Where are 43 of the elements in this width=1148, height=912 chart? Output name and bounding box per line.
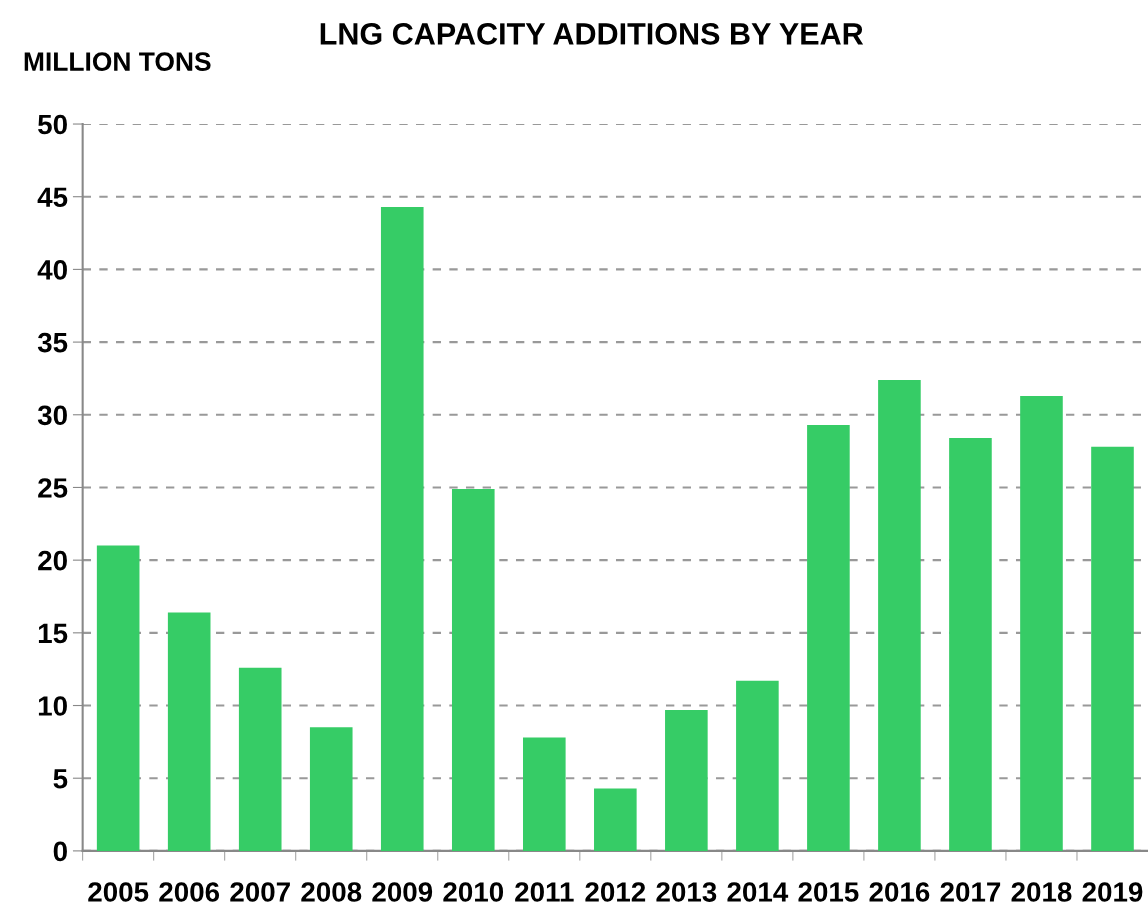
y-tick-label: 45 <box>37 187 68 208</box>
y-tick-label: 35 <box>37 332 68 353</box>
bar <box>238 667 282 851</box>
x-tick-label: 2015 <box>798 882 859 902</box>
bar <box>878 379 921 851</box>
y-tick-label: 40 <box>37 260 67 280</box>
bar <box>96 545 140 851</box>
x-tick-label: 2018 <box>1011 882 1072 902</box>
x-tick-label: 2017 <box>940 882 1001 902</box>
bar <box>523 737 566 851</box>
y-tick-label: 0 <box>53 841 67 862</box>
y-tick-label: 10 <box>38 696 67 716</box>
x-tick-label: 2014 <box>727 882 789 902</box>
y-tick-label: 50 <box>38 114 67 135</box>
bar <box>167 612 211 851</box>
chart-title: LNG CAPACITY ADDITIONS BY YEAR <box>320 23 864 45</box>
x-tick-label: 2019 <box>1082 882 1143 902</box>
x-tick-label: 2006 <box>159 882 220 902</box>
y-tick-label: 5 <box>53 769 68 789</box>
bar <box>451 488 495 851</box>
bar <box>807 424 850 851</box>
bar <box>1091 446 1134 851</box>
y-tick-label: 20 <box>38 550 67 571</box>
x-tick-label: 2007 <box>230 882 290 902</box>
x-tick-label: 2013 <box>656 882 717 902</box>
y-tick-label: 15 <box>38 623 68 644</box>
x-tick-label: 2012 <box>585 882 646 902</box>
bar <box>594 788 637 851</box>
bar <box>665 709 708 851</box>
bar <box>949 438 992 851</box>
x-tick-label: 2011 <box>515 882 574 902</box>
bar <box>1020 395 1063 851</box>
y-axis-title: MILLION TONS <box>24 52 211 71</box>
bar <box>380 206 424 851</box>
bar <box>309 727 353 851</box>
x-tick-label: 2009 <box>372 882 433 902</box>
x-tick-label: 2016 <box>869 882 930 902</box>
y-tick-label: 25 <box>38 478 68 498</box>
x-tick-label: 2005 <box>88 882 149 902</box>
x-tick-label: 2008 <box>301 882 362 902</box>
y-tick-label: 30 <box>37 405 67 426</box>
bar <box>736 680 779 851</box>
x-tick-label: 2010 <box>443 882 504 902</box>
